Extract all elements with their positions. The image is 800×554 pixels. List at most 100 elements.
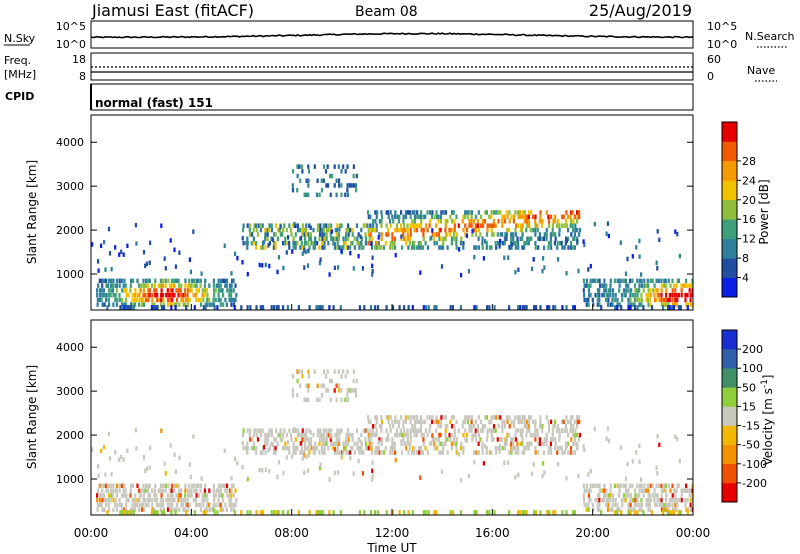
velocity-cell [173, 507, 176, 512]
velocity-cell [409, 441, 412, 446]
velocity-cell [191, 483, 194, 489]
power-cell [185, 305, 188, 310]
power-cell [101, 302, 104, 307]
power-cell [346, 236, 350, 241]
velocity-cell [607, 497, 610, 503]
power-cell [572, 236, 575, 241]
power-cell [353, 236, 356, 241]
nsky-top-tick: 10^5 [56, 20, 86, 33]
power-cell [165, 292, 168, 298]
velocity-cell [419, 428, 422, 433]
power-cell [455, 236, 458, 241]
power-cell [104, 267, 107, 272]
power-cell [145, 278, 148, 284]
velocity-cell [193, 488, 196, 493]
velocity-cell [573, 510, 576, 515]
velocity-cell [569, 450, 573, 455]
power-cell [648, 297, 652, 303]
power-cell [486, 305, 489, 310]
power-cell [188, 297, 191, 303]
power-cell [541, 268, 544, 274]
velocity-cell [268, 432, 271, 438]
x-tick-label: 08:00 [274, 526, 309, 540]
power-cell [131, 292, 134, 298]
power-cell [118, 252, 121, 257]
velocity-cell [282, 445, 285, 451]
velocity-cell [242, 428, 245, 433]
velocity-cell [642, 510, 645, 515]
velocity-cell [312, 450, 315, 455]
power-cell [662, 302, 666, 307]
velocity-cell [291, 392, 295, 398]
velocity-cell [521, 428, 524, 433]
power-cell [462, 240, 465, 246]
velocity-cell [187, 493, 190, 498]
power-cell [225, 302, 228, 307]
power-cell [175, 302, 178, 307]
power-cell [582, 239, 585, 244]
power-cell [367, 232, 370, 237]
velocity-cell [369, 432, 372, 438]
power-cell [270, 236, 273, 241]
power-cell [151, 302, 154, 307]
power-cell [638, 297, 641, 303]
velocity-cell [393, 445, 396, 451]
velocity-cell [541, 441, 544, 446]
velocity-cell [367, 415, 370, 420]
velocity-cell [453, 428, 456, 433]
velocity-cell [624, 497, 627, 503]
power-cell [517, 240, 520, 246]
velocity-cell [195, 493, 198, 498]
power-cell [493, 223, 496, 228]
velocity-cell [474, 432, 477, 438]
power-cell [195, 283, 198, 288]
velocity-cell [173, 483, 176, 489]
power-cell [387, 210, 390, 215]
velocity-cell [399, 428, 403, 433]
velocity-cell [640, 502, 644, 508]
power-cell [391, 232, 394, 237]
power-cell [539, 219, 542, 224]
velocity-cell [525, 432, 528, 438]
power-cell [268, 227, 271, 233]
power-cell [444, 227, 447, 233]
velocity-cell [154, 510, 157, 515]
power-cell [441, 245, 445, 250]
power-cell [506, 227, 509, 233]
power-cell [488, 214, 491, 220]
power-cell [651, 278, 654, 284]
power-cell [675, 283, 678, 288]
velocity-cell [330, 434, 333, 439]
velocity-cell [451, 510, 454, 515]
power-cell [371, 236, 374, 241]
power-cell [534, 232, 537, 237]
velocity-cell [217, 502, 220, 508]
velocity-cell [433, 510, 436, 515]
velocity-cell [578, 419, 581, 425]
power-cell [115, 302, 118, 307]
velocity-cell [673, 507, 676, 512]
velocity-cell [589, 468, 592, 474]
power-cell [143, 302, 146, 307]
power-cell [655, 260, 658, 266]
velocity-cell [444, 432, 447, 438]
velocity-cell [127, 497, 130, 503]
velocity-cell [325, 388, 328, 393]
velocity-cell [577, 473, 580, 479]
power-cell [232, 297, 235, 303]
velocity-cell [517, 510, 520, 515]
velocity-cell [614, 497, 617, 503]
velocity-cell [380, 415, 383, 420]
power-cell [415, 223, 418, 228]
power-cell [323, 232, 326, 237]
power-cell [647, 283, 650, 288]
power-cell [545, 210, 548, 215]
power-cell [338, 232, 341, 237]
velocity-cell [528, 428, 531, 433]
velocity-cell [414, 419, 417, 425]
power-cell [159, 278, 162, 284]
power-cell [203, 292, 206, 298]
power-cell [132, 305, 135, 310]
velocity-cell [154, 483, 157, 489]
velocity-cell [649, 493, 652, 498]
